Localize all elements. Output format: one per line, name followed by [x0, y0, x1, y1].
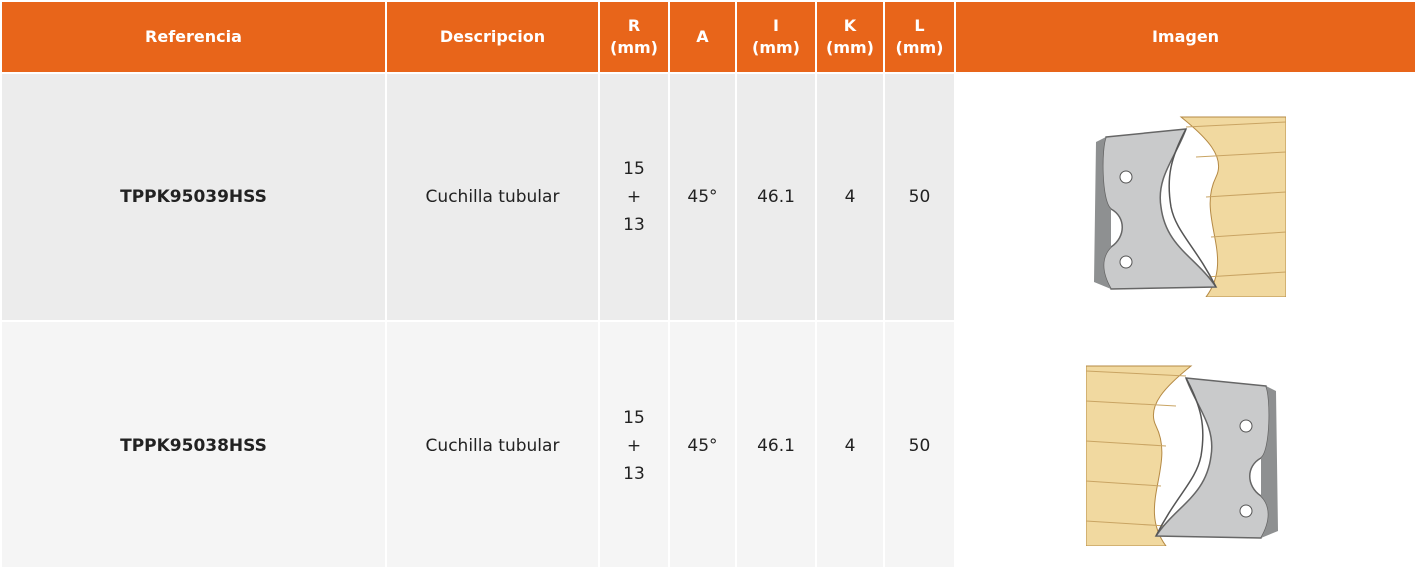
product-image	[1085, 365, 1278, 546]
cell-line: (mm)	[895, 38, 944, 57]
cell-line: 13	[623, 463, 645, 484]
table-cell: 15 +13	[598, 320, 670, 567]
header-cell: Referencia	[0, 0, 387, 74]
image-cell	[954, 72, 1415, 322]
cell-line: K	[843, 16, 857, 35]
cell-line: 15	[623, 407, 645, 428]
table-cell: Cuchilla tubular	[385, 72, 600, 322]
cell-line: Descripcion	[439, 27, 546, 46]
cell-line: (mm)	[826, 38, 874, 57]
table-row: TPPK95038HSS Cuchilla tubular 15 +13 45° 46.1…	[0, 320, 1415, 567]
reference-cell: TPPK95039HSS	[0, 72, 387, 322]
header-row: Referencia Descripcion R (mm) A I (mm) K (mm) L (m…	[0, 0, 1415, 74]
image-cell	[954, 320, 1415, 567]
header-cell: K (mm)	[815, 0, 885, 74]
table-body: TPPK95039HSS Cuchilla tubular 15 +13 45° 46.1…	[0, 72, 1415, 567]
table-cell: Cuchilla tubular	[385, 320, 600, 567]
cell-line: Imagen	[1151, 27, 1220, 46]
table-row: TPPK95039HSS Cuchilla tubular 15 +13 45° 46.1…	[0, 72, 1415, 322]
reference-cell: TPPK95038HSS	[0, 320, 387, 567]
table-cell: 45°	[668, 320, 737, 567]
cell-line: R	[627, 16, 641, 35]
cell-line: +	[626, 187, 642, 207]
header-cell: Imagen	[954, 0, 1415, 74]
table-cell: 46.1	[735, 320, 817, 567]
table-cell: 4	[815, 320, 885, 567]
table-cell: 15 +13	[598, 72, 670, 322]
cell-line: I	[773, 16, 779, 35]
header-cell: R (mm)	[598, 0, 670, 74]
cell-line: +	[626, 435, 642, 456]
table-cell: 46.1	[735, 72, 817, 322]
table-cell: 50	[883, 72, 956, 322]
cell-line: 15	[623, 159, 645, 179]
cell-line: (mm)	[610, 38, 658, 57]
table-cell: 50	[883, 320, 956, 567]
cell-line: (mm)	[752, 38, 800, 57]
table-cell: 45°	[668, 72, 737, 322]
product-image	[1093, 116, 1286, 297]
header-cell: L (mm)	[883, 0, 956, 74]
cell-line: L	[914, 16, 925, 35]
cell-line: 13	[623, 215, 645, 235]
table-cell: 4	[815, 72, 885, 322]
cell-line: Referencia	[145, 27, 242, 46]
cell-line: A	[696, 27, 709, 46]
header-cell: Descripcion	[385, 0, 600, 74]
header-cell: A	[668, 0, 737, 74]
header-cell: I (mm)	[735, 0, 817, 74]
